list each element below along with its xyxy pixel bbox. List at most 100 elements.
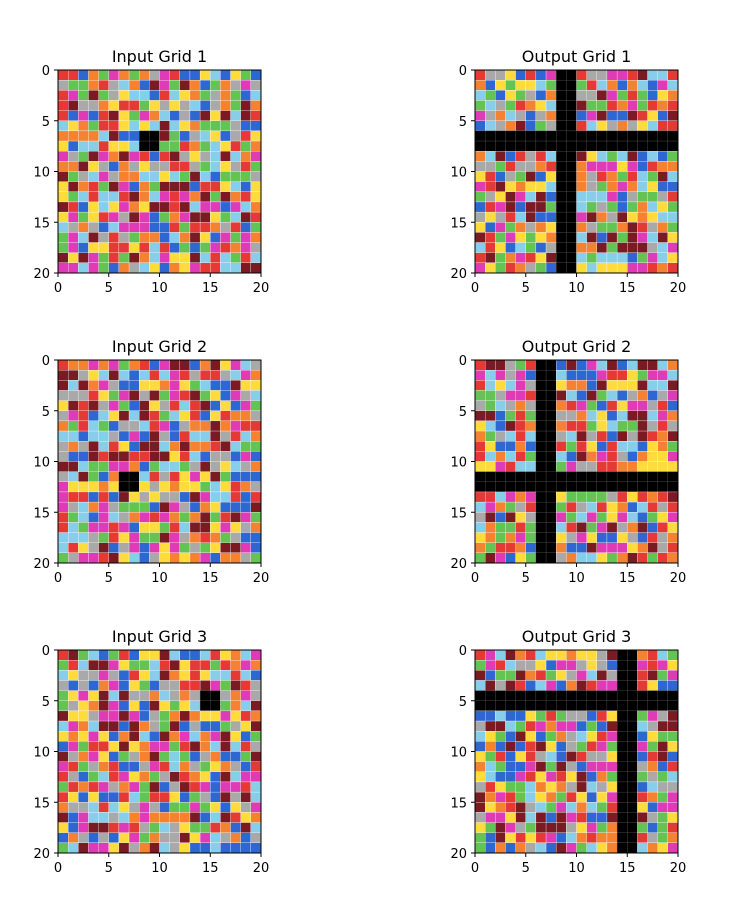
grid-cell-black xyxy=(627,649,638,661)
grid-cell xyxy=(240,700,252,712)
grid-cell xyxy=(179,751,191,762)
grid-cell xyxy=(230,110,241,121)
grid-cell xyxy=(220,512,231,523)
grid-cell xyxy=(566,369,577,381)
grid-cell xyxy=(118,410,130,422)
grid-cell xyxy=(189,380,201,391)
grid-cell-black xyxy=(627,822,638,833)
grid-cell xyxy=(220,232,231,243)
grid-cell-black xyxy=(556,110,567,121)
grid-cell xyxy=(474,710,486,722)
grid-cell-black xyxy=(545,700,557,712)
grid-cell xyxy=(230,660,241,671)
grid-cell xyxy=(118,670,130,681)
grid-cell xyxy=(637,69,648,81)
grid-cell xyxy=(210,191,221,203)
grid-cell xyxy=(606,822,618,833)
grid-cell xyxy=(210,812,221,823)
grid-cell xyxy=(169,232,180,243)
grid-cell xyxy=(108,522,120,533)
grid-cell xyxy=(78,832,89,844)
grid-cell xyxy=(484,680,496,691)
grid-cell-black xyxy=(556,161,567,172)
grid-cell xyxy=(606,771,618,783)
grid-cell xyxy=(230,410,241,422)
grid-cell xyxy=(586,491,597,503)
grid-cell xyxy=(199,542,211,554)
grid-cell xyxy=(230,191,241,203)
grid-cell xyxy=(88,130,99,142)
grid-cell xyxy=(159,441,170,452)
grid-cell-black xyxy=(484,700,496,712)
grid-cell xyxy=(68,710,79,722)
grid-cell xyxy=(515,670,526,681)
grid-cell xyxy=(220,710,231,722)
grid-cell xyxy=(78,430,89,442)
grid-cell xyxy=(545,731,557,742)
grid-cell xyxy=(169,471,180,482)
grid-cell xyxy=(98,201,109,213)
grid-cell xyxy=(88,222,99,233)
grid-cell xyxy=(515,791,526,803)
grid-cell xyxy=(250,501,262,513)
grid-cell xyxy=(220,69,231,81)
grid-cell xyxy=(88,512,99,523)
grid-cell-black xyxy=(556,90,567,101)
grid-cell xyxy=(566,751,577,762)
grid-cell xyxy=(78,812,89,823)
grid-cell xyxy=(210,512,221,523)
grid-cell xyxy=(199,69,211,81)
grid-cell xyxy=(566,710,577,722)
grid-cell xyxy=(484,222,496,233)
grid-cell xyxy=(230,791,241,803)
grid-cell-black xyxy=(576,690,587,701)
grid-cell xyxy=(566,822,577,833)
grid-cell xyxy=(108,181,120,192)
grid-cell xyxy=(108,120,120,132)
grid-cell xyxy=(535,151,547,162)
grid-cell xyxy=(199,222,211,233)
y-tick-label: 5 xyxy=(42,695,50,710)
grid-cell xyxy=(637,781,648,793)
grid-cell xyxy=(576,751,587,762)
grid-cell xyxy=(495,69,506,81)
grid-cell xyxy=(169,690,180,701)
grid-cell xyxy=(596,512,608,523)
grid-cell xyxy=(159,80,170,91)
grid-cell xyxy=(505,512,516,523)
grid-cell xyxy=(647,430,658,442)
grid-cell xyxy=(88,420,99,432)
grid-cell xyxy=(586,69,597,81)
grid-cell xyxy=(220,491,231,503)
grid-cell xyxy=(525,252,537,264)
grid-cell xyxy=(139,390,150,401)
grid-cell xyxy=(586,410,597,422)
grid-cell xyxy=(667,359,679,371)
grid-cell-black xyxy=(616,832,628,844)
grid-cell xyxy=(98,161,109,172)
x-tick-label: 0 xyxy=(54,861,62,876)
grid-cell xyxy=(637,171,648,182)
grid-cell xyxy=(57,181,69,192)
grid-cell xyxy=(149,441,160,452)
grid-cell-black xyxy=(627,720,638,732)
grid-cells xyxy=(474,359,679,564)
grid-cell xyxy=(57,791,69,803)
grid-cell xyxy=(525,720,537,732)
grid-cell xyxy=(586,512,597,523)
grid-cell xyxy=(556,390,567,401)
grid-cell xyxy=(535,832,547,844)
grid-cell-black xyxy=(637,481,648,493)
grid-cell xyxy=(576,461,587,472)
grid-cell xyxy=(189,660,201,671)
grid-cell xyxy=(576,191,587,203)
grid-cell xyxy=(535,731,547,742)
grid-cell xyxy=(230,822,241,833)
grid-cell-black xyxy=(616,842,628,854)
grid-cell xyxy=(637,812,648,823)
grid-cell xyxy=(525,649,537,661)
grid-cell xyxy=(525,812,537,823)
grid-cell xyxy=(139,542,150,554)
grid-cell-black xyxy=(495,481,506,493)
grid-cell xyxy=(88,451,99,462)
